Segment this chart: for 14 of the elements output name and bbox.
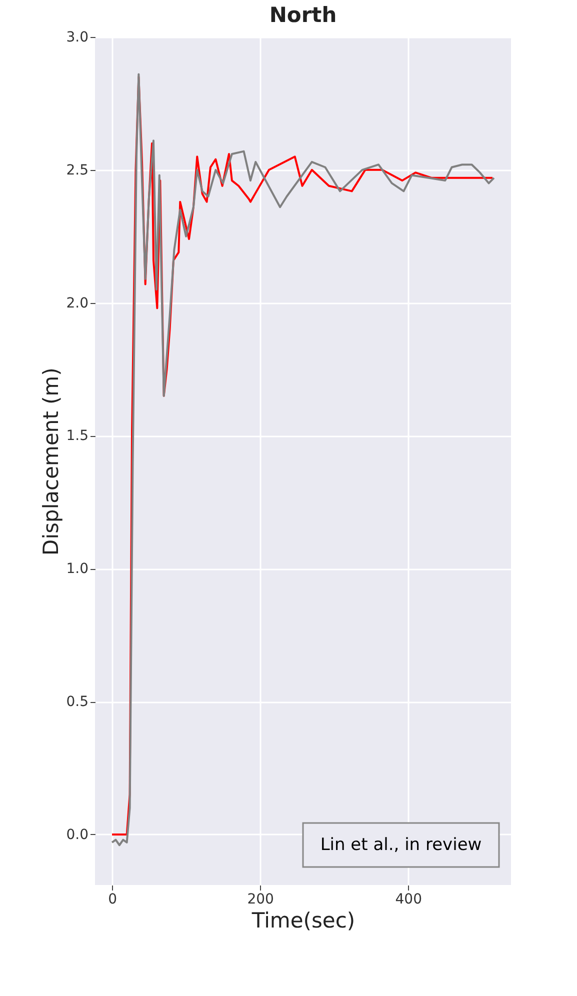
x-axis-title: Time(sec) [250, 908, 356, 932]
chart-title: North [269, 3, 337, 27]
x-tick-label: 200 [247, 892, 274, 908]
y-tick-label: 2.0 [66, 295, 88, 312]
x-tick-label: 0 [108, 892, 117, 908]
annotation: Lin et al., in review [320, 835, 482, 855]
y-tick-label: 0.5 [66, 694, 88, 710]
y-tick-label: 2.5 [66, 162, 88, 178]
y-tick-label: 1.0 [66, 561, 88, 578]
y-axis-title: Displacement (m) [39, 368, 64, 556]
y-tick-label: 1.5 [66, 428, 88, 444]
y-tick-label: 3.0 [66, 30, 88, 46]
y-tick-label: 0.0 [66, 826, 88, 843]
x-tick-label: 400 [395, 892, 422, 908]
